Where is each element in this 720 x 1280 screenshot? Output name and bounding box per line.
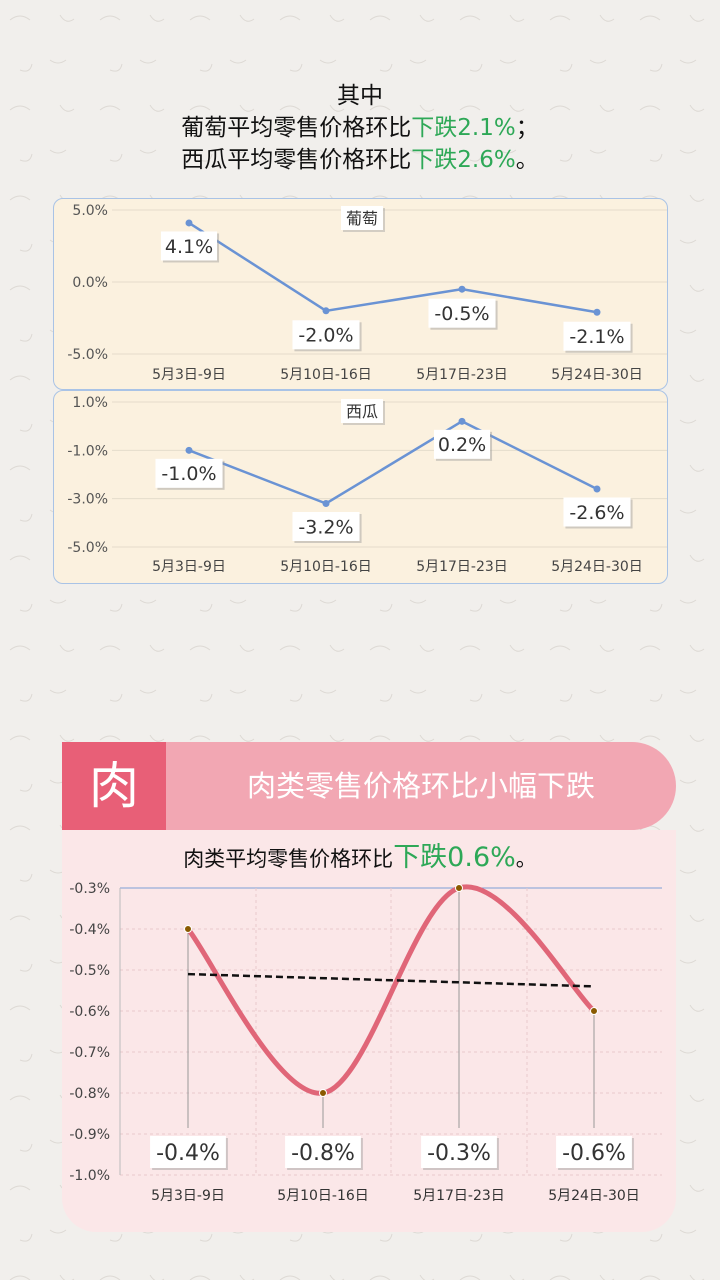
y-tick-label: -0.7%	[69, 1045, 110, 1061]
melon-chart-panel: 1.0% -1.0% -3.0% -5.0% 5月3日-9日 5月10日-16日 5月17日…	[53, 390, 668, 584]
grape-summary-text: 葡萄平均零售价格环比	[181, 115, 412, 141]
y-tick-label: -0.3%	[69, 881, 110, 897]
plot-area	[120, 888, 662, 1175]
melon-change-value: 下跌2.6%	[411, 147, 516, 173]
x-tick-label: 5月24日-30日	[551, 367, 643, 383]
melon-summary: 西瓜平均零售价格环比下跌2.6%。	[0, 144, 720, 176]
meat-section-icon: 肉	[62, 742, 166, 830]
data-label-box	[421, 1136, 497, 1168]
chart-title-box	[341, 206, 383, 230]
data-label-box	[563, 497, 631, 527]
y-tick-label: -0.6%	[69, 1004, 110, 1020]
y-tick-label: -0.8%	[69, 1086, 110, 1102]
data-label-box	[292, 512, 360, 541]
y-tick-label: 1.0%	[72, 395, 108, 411]
data-label: -1.0%	[161, 463, 216, 485]
data-label-box	[433, 429, 491, 459]
y-tick-label: -1.0%	[69, 1168, 110, 1184]
y-tick-label: -0.9%	[69, 1127, 110, 1143]
y-tick-label: -3.0%	[67, 492, 108, 508]
intro-heading: 其中	[337, 83, 383, 109]
meat-summary-punct: 。	[515, 847, 537, 871]
series-line	[188, 221, 598, 314]
y-tick-label: -1.0%	[67, 443, 108, 459]
data-point	[593, 485, 601, 493]
grape-summary: 葡萄平均零售价格环比下跌2.1%；	[0, 112, 720, 144]
data-label: -3.2%	[298, 516, 353, 538]
x-tick-label: 5月3日-9日	[152, 367, 226, 383]
data-label: 0.2%	[438, 434, 486, 456]
data-point	[322, 500, 330, 507]
meat-section-banner: 肉类零售价格环比小幅下跌	[166, 742, 676, 830]
data-label-box	[428, 298, 496, 328]
series-line	[188, 419, 598, 505]
x-tick-label: 5月3日-9日	[152, 559, 226, 575]
data-point	[185, 446, 193, 454]
x-tick-label: 5月24日-30日	[548, 1188, 640, 1204]
data-point	[590, 1007, 598, 1015]
grape-chart-panel: 5.0% 0.0% -5.0% 5月3日-9日 5月10日-16日 5月17日-23日 5月…	[53, 198, 668, 390]
chart-title: 葡萄	[346, 209, 378, 228]
data-label: -0.3%	[427, 1141, 491, 1166]
y-tick-label: -0.4%	[69, 922, 110, 938]
data-label-box	[292, 320, 360, 350]
data-label: -0.6%	[562, 1141, 626, 1166]
chart-title: 西瓜	[346, 402, 378, 421]
data-label: -2.1%	[569, 326, 624, 348]
data-point	[458, 417, 466, 425]
trend-line	[187, 972, 595, 988]
melon-summary-punct: 。	[515, 147, 539, 173]
data-label-box	[155, 458, 223, 488]
data-label-box	[285, 1136, 361, 1168]
x-tick-label: 5月24日-30日	[551, 559, 643, 575]
grape-summary-punct: ；	[515, 115, 539, 141]
data-point	[458, 285, 466, 293]
meat-section-header: 肉 肉类零售价格环比小幅下跌	[62, 742, 676, 830]
data-label: -0.8%	[291, 1141, 355, 1166]
data-label: -0.5%	[434, 303, 489, 325]
data-point	[184, 925, 192, 933]
grape-change-value: 下跌2.1%	[411, 115, 516, 141]
chart-title-box	[341, 399, 383, 423]
data-point	[455, 884, 463, 892]
meat-change-value: 下跌0.6%	[393, 842, 516, 873]
data-point	[593, 308, 601, 316]
y-tick-label: 0.0%	[72, 275, 108, 291]
x-tick-label: 5月17日-23日	[413, 1188, 505, 1204]
x-tick-label: 5月17日-23日	[416, 367, 508, 383]
intro-text: 其中 葡萄平均零售价格环比下跌2.1%； 西瓜平均零售价格环比下跌2.6%。	[0, 80, 720, 176]
meat-summary: 肉类平均零售价格环比下跌0.6%。	[0, 836, 720, 881]
data-label-box	[150, 1136, 226, 1168]
meat-line-chart: -0.3% -0.4% -0.5% -0.6% -0.7% -0.8% -0.9% -1.0%…	[69, 881, 662, 1204]
y-tick-label: -5.0%	[67, 347, 108, 363]
data-label-box	[160, 231, 218, 261]
x-tick-label: 5月10日-16日	[277, 1188, 369, 1204]
x-tick-label: 5月3日-9日	[151, 1188, 225, 1204]
grape-line-chart: 5.0% 0.0% -5.0% 5月3日-9日 5月10日-16日 5月17日-23日 5月…	[67, 203, 667, 383]
data-label-box	[563, 321, 631, 351]
meat-summary-text: 肉类平均零售价格环比	[183, 847, 394, 871]
y-tick-label: -0.5%	[69, 963, 110, 979]
data-label: -0.4%	[156, 1141, 220, 1166]
x-tick-label: 5月10日-16日	[280, 367, 372, 383]
data-point	[185, 219, 193, 227]
data-label: -2.6%	[569, 502, 624, 524]
data-point	[319, 1089, 327, 1097]
data-label: 4.1%	[165, 236, 213, 258]
x-tick-label: 5月10日-16日	[280, 559, 372, 575]
data-point	[322, 307, 330, 315]
y-tick-label: 5.0%	[72, 203, 108, 219]
melon-line-chart: 1.0% -1.0% -3.0% -5.0% 5月3日-9日 5月10日-16日 5月17日…	[67, 395, 667, 575]
melon-summary-text: 西瓜平均零售价格环比	[181, 147, 412, 173]
series-line	[185, 884, 597, 1096]
y-tick-label: -5.0%	[67, 540, 108, 556]
data-label: -2.0%	[298, 325, 353, 347]
data-label-box	[556, 1136, 632, 1168]
x-tick-label: 5月17日-23日	[416, 559, 508, 575]
